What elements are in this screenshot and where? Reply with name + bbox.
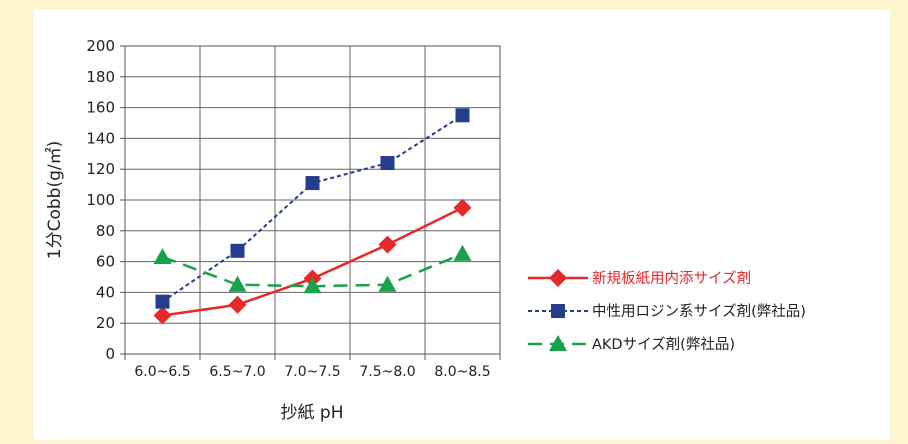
data-point-square	[230, 243, 245, 258]
data-point-triangle	[228, 275, 247, 292]
y-axis-label: 1分Cobb(g/㎡)	[45, 141, 65, 259]
y-tick-label: 200	[86, 37, 115, 55]
legend-label: AKDサイズ剤(弊社品)	[592, 336, 735, 353]
x-tick-label: 6.0~6.5	[134, 364, 190, 380]
data-point-diamond	[153, 306, 172, 325]
y-tick-label: 80	[96, 222, 115, 240]
legend-marker-triangle	[549, 335, 567, 351]
y-tick-label: 0	[105, 345, 115, 363]
series-group	[153, 108, 472, 325]
y-tick-label: 40	[96, 283, 115, 301]
data-point-diamond	[453, 198, 472, 217]
y-tick-label: 160	[86, 99, 115, 117]
data-point-triangle	[303, 277, 322, 294]
legend-label: 新規板紙用内添サイズ剤	[592, 269, 751, 287]
gridlines	[125, 46, 500, 354]
y-tick-label: 60	[96, 253, 115, 271]
data-point-triangle	[153, 247, 172, 264]
data-point-square	[380, 156, 395, 171]
data-point-diamond	[378, 235, 397, 254]
y-tick-label: 120	[86, 160, 115, 178]
x-tick-label: 7.0~7.5	[284, 364, 340, 380]
data-point-square	[155, 294, 170, 309]
data-point-square	[305, 176, 320, 191]
y-tick-label: 140	[86, 129, 115, 147]
x-axis-ticks: 6.0~6.5 6.5~7.0 7.0~7.5 7.5~8.0 8.0~8.5	[124, 354, 501, 380]
x-tick-label: 8.0~8.5	[434, 364, 490, 380]
y-axis-ticks: 0 20 40 60 80 100 120 140 160 180 200	[86, 37, 125, 363]
x-tick-label: 7.5~8.0	[359, 364, 415, 380]
legend-label: 中性用ロジン系サイズ剤(弊社品)	[592, 303, 806, 320]
legend-marker-square	[551, 304, 565, 318]
data-point-triangle	[453, 244, 472, 261]
data-point-triangle	[378, 275, 397, 292]
x-axis-label: 抄紙 pH	[281, 403, 344, 423]
y-tick-label: 100	[86, 191, 115, 209]
legend-marker-diamond	[549, 269, 567, 287]
data-point-diamond	[228, 295, 247, 314]
y-tick-label: 20	[96, 314, 115, 332]
x-tick-label: 6.5~7.0	[209, 364, 265, 380]
y-tick-label: 180	[86, 68, 115, 86]
data-point-square	[455, 108, 470, 123]
